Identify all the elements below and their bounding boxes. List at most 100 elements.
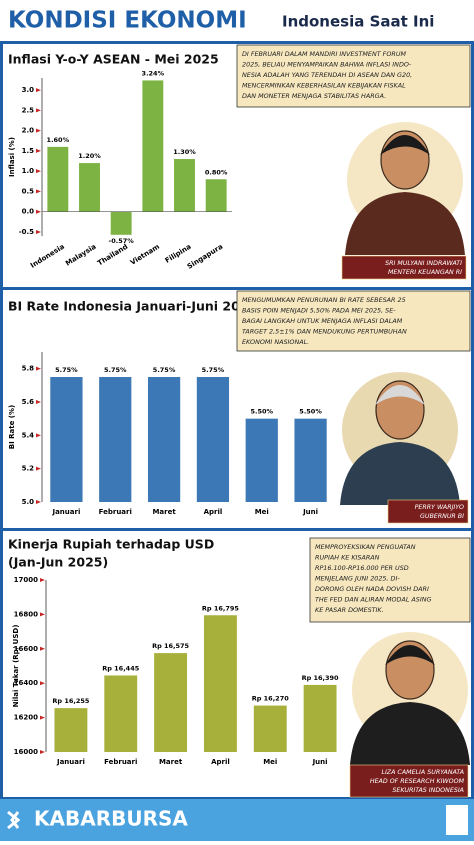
y-tick-label: 17000 <box>14 576 38 584</box>
y-tick <box>36 400 41 404</box>
y-tick-label: 16000 <box>14 748 38 756</box>
y-tick <box>40 715 45 720</box>
quote-line: DORONG OLEH NADA DOVISH DARI <box>315 585 429 593</box>
bar <box>154 653 188 752</box>
y-axis-label: Inflasi (%) <box>8 137 16 177</box>
bar <box>142 80 164 212</box>
quote-line: RP16.100-RP16.000 PER USD <box>315 564 409 572</box>
value-label: Rp 16,255 <box>52 697 89 705</box>
value-label: 3.24% <box>142 69 165 77</box>
caption-line: SRI MULYANI INDRAWATI <box>385 260 462 267</box>
bar <box>174 159 195 212</box>
y-tick <box>36 189 41 194</box>
quote-line: MENCERMINKAN KEBERHASILAN KEBIJAKAN FISK… <box>242 82 406 90</box>
quote-line: RUPIAH KE KISARAN <box>315 554 380 562</box>
y-tick <box>36 148 41 153</box>
value-label: -0.57% <box>109 237 135 245</box>
quote-line: BASIS POIN MENJADI 5,50% PADA MEI 2025, … <box>242 307 396 315</box>
y-tick <box>36 466 41 471</box>
bar <box>50 377 83 502</box>
x-tick-label: Maret <box>159 758 183 766</box>
y-tick <box>40 578 45 582</box>
x-tick-label: Februari <box>104 758 137 766</box>
y-tick-label: 1.0 <box>22 167 35 175</box>
quote-line: NESIA ADALAH YANG TERENDAH DI ASEAN DAN … <box>242 71 412 79</box>
caption-line: GUBERNUR BI <box>420 513 464 520</box>
value-label: Rp 16,575 <box>152 642 189 650</box>
caption-line: HEAD OF RESEARCH KIWOOM <box>370 778 465 785</box>
bar <box>253 705 287 752</box>
quote-line: MENGUMUMKAN PENURUNAN BI RATE SEBESAR 25 <box>242 296 406 304</box>
y-tick-label: 5.8 <box>22 365 35 373</box>
caption-line: LIZA CAMELIA SURYANATA <box>381 769 464 776</box>
y-tick <box>36 169 41 174</box>
value-label: Rp 16,795 <box>202 604 239 612</box>
y-tick <box>40 646 45 651</box>
x-tick-label: April <box>211 758 230 766</box>
y-tick-label: 16200 <box>14 714 38 722</box>
y-tick-label: 2.5 <box>22 106 35 114</box>
caption-line: PERRY WARJIYO <box>415 504 464 511</box>
y-tick-label: 5.4 <box>22 431 35 439</box>
bar <box>110 211 132 235</box>
y-tick <box>36 88 41 93</box>
caption-box <box>349 764 469 798</box>
value-label: 1.60% <box>47 136 70 144</box>
value-label: 5.50% <box>299 408 322 416</box>
y-tick-label: 16400 <box>14 679 38 687</box>
y-tick <box>36 366 41 371</box>
x-tick-label: April <box>204 508 223 516</box>
y-axis-label: Nilai Tukar (Rp/ USD) <box>12 625 20 708</box>
y-tick <box>40 612 45 617</box>
portrait-body <box>350 702 470 765</box>
y-tick <box>36 500 41 504</box>
y-tick <box>40 750 45 754</box>
value-label: 5.50% <box>250 408 273 416</box>
quote-line: DI FEBRUARI DALAM MANDIRI INVESTMENT FOR… <box>242 50 407 58</box>
y-tick-label: 0.5 <box>22 187 35 195</box>
bar <box>203 615 237 752</box>
quote-box <box>236 290 471 352</box>
bar <box>303 684 337 752</box>
quote-box <box>309 537 471 623</box>
quote-line: BAGAI LANGKAH UNTUK MENJAGA INFLASI DALA… <box>242 317 403 325</box>
portrait-body <box>340 442 460 505</box>
bar <box>245 418 278 502</box>
bar <box>47 146 69 212</box>
logo-badge <box>446 805 468 835</box>
header-panel <box>0 0 474 41</box>
quote-line: MENJELANG JUNI 2025, DI- <box>315 575 400 583</box>
y-tick <box>36 128 41 133</box>
value-label: 5.75% <box>55 366 78 374</box>
footer-brand: KABARBURSA <box>34 807 188 831</box>
x-tick-label: Maret <box>152 508 176 516</box>
quote-box <box>236 44 471 108</box>
bar <box>147 377 181 502</box>
quote-line: TARGET 2,5±1% DAN MENDUKUNG PERTUMBUHAN <box>242 328 407 336</box>
y-tick-label: -0.5 <box>19 228 34 236</box>
y-tick-label: 1.5 <box>22 147 35 155</box>
quote-line: DAN MONETER MENJAGA STABILITAS HARGA. <box>242 92 386 100</box>
value-label: Rp 16,390 <box>302 674 339 682</box>
caption-box <box>387 499 469 524</box>
y-tick-label: 5.2 <box>22 465 35 473</box>
value-label: 1.30% <box>173 148 196 156</box>
chart-title: BI Rate Indonesia Januari-Juni 2025 <box>8 299 257 314</box>
value-label: Rp 16,270 <box>252 695 289 703</box>
quote-line: EKONOMI NASIONAL. <box>242 338 309 346</box>
caption-line: SEKURITAS INDONESIA <box>392 787 464 794</box>
x-tick-label: Februari <box>99 508 132 516</box>
portrait-body <box>345 192 465 255</box>
chart-title: Inflasi Y-o-Y ASEAN - Mei 2025 <box>8 52 219 67</box>
value-label: 5.75% <box>104 366 127 374</box>
y-tick <box>36 229 41 234</box>
footer-panel <box>0 799 474 841</box>
y-tick <box>36 209 41 214</box>
bar <box>99 377 132 502</box>
value-label: 0.80% <box>205 168 228 176</box>
bar <box>104 675 138 752</box>
y-tick-label: 16600 <box>14 645 38 653</box>
bar <box>196 377 230 502</box>
portrait-hair <box>385 645 435 665</box>
caption-line: MENTERI KEUANGAN RI <box>388 269 462 276</box>
